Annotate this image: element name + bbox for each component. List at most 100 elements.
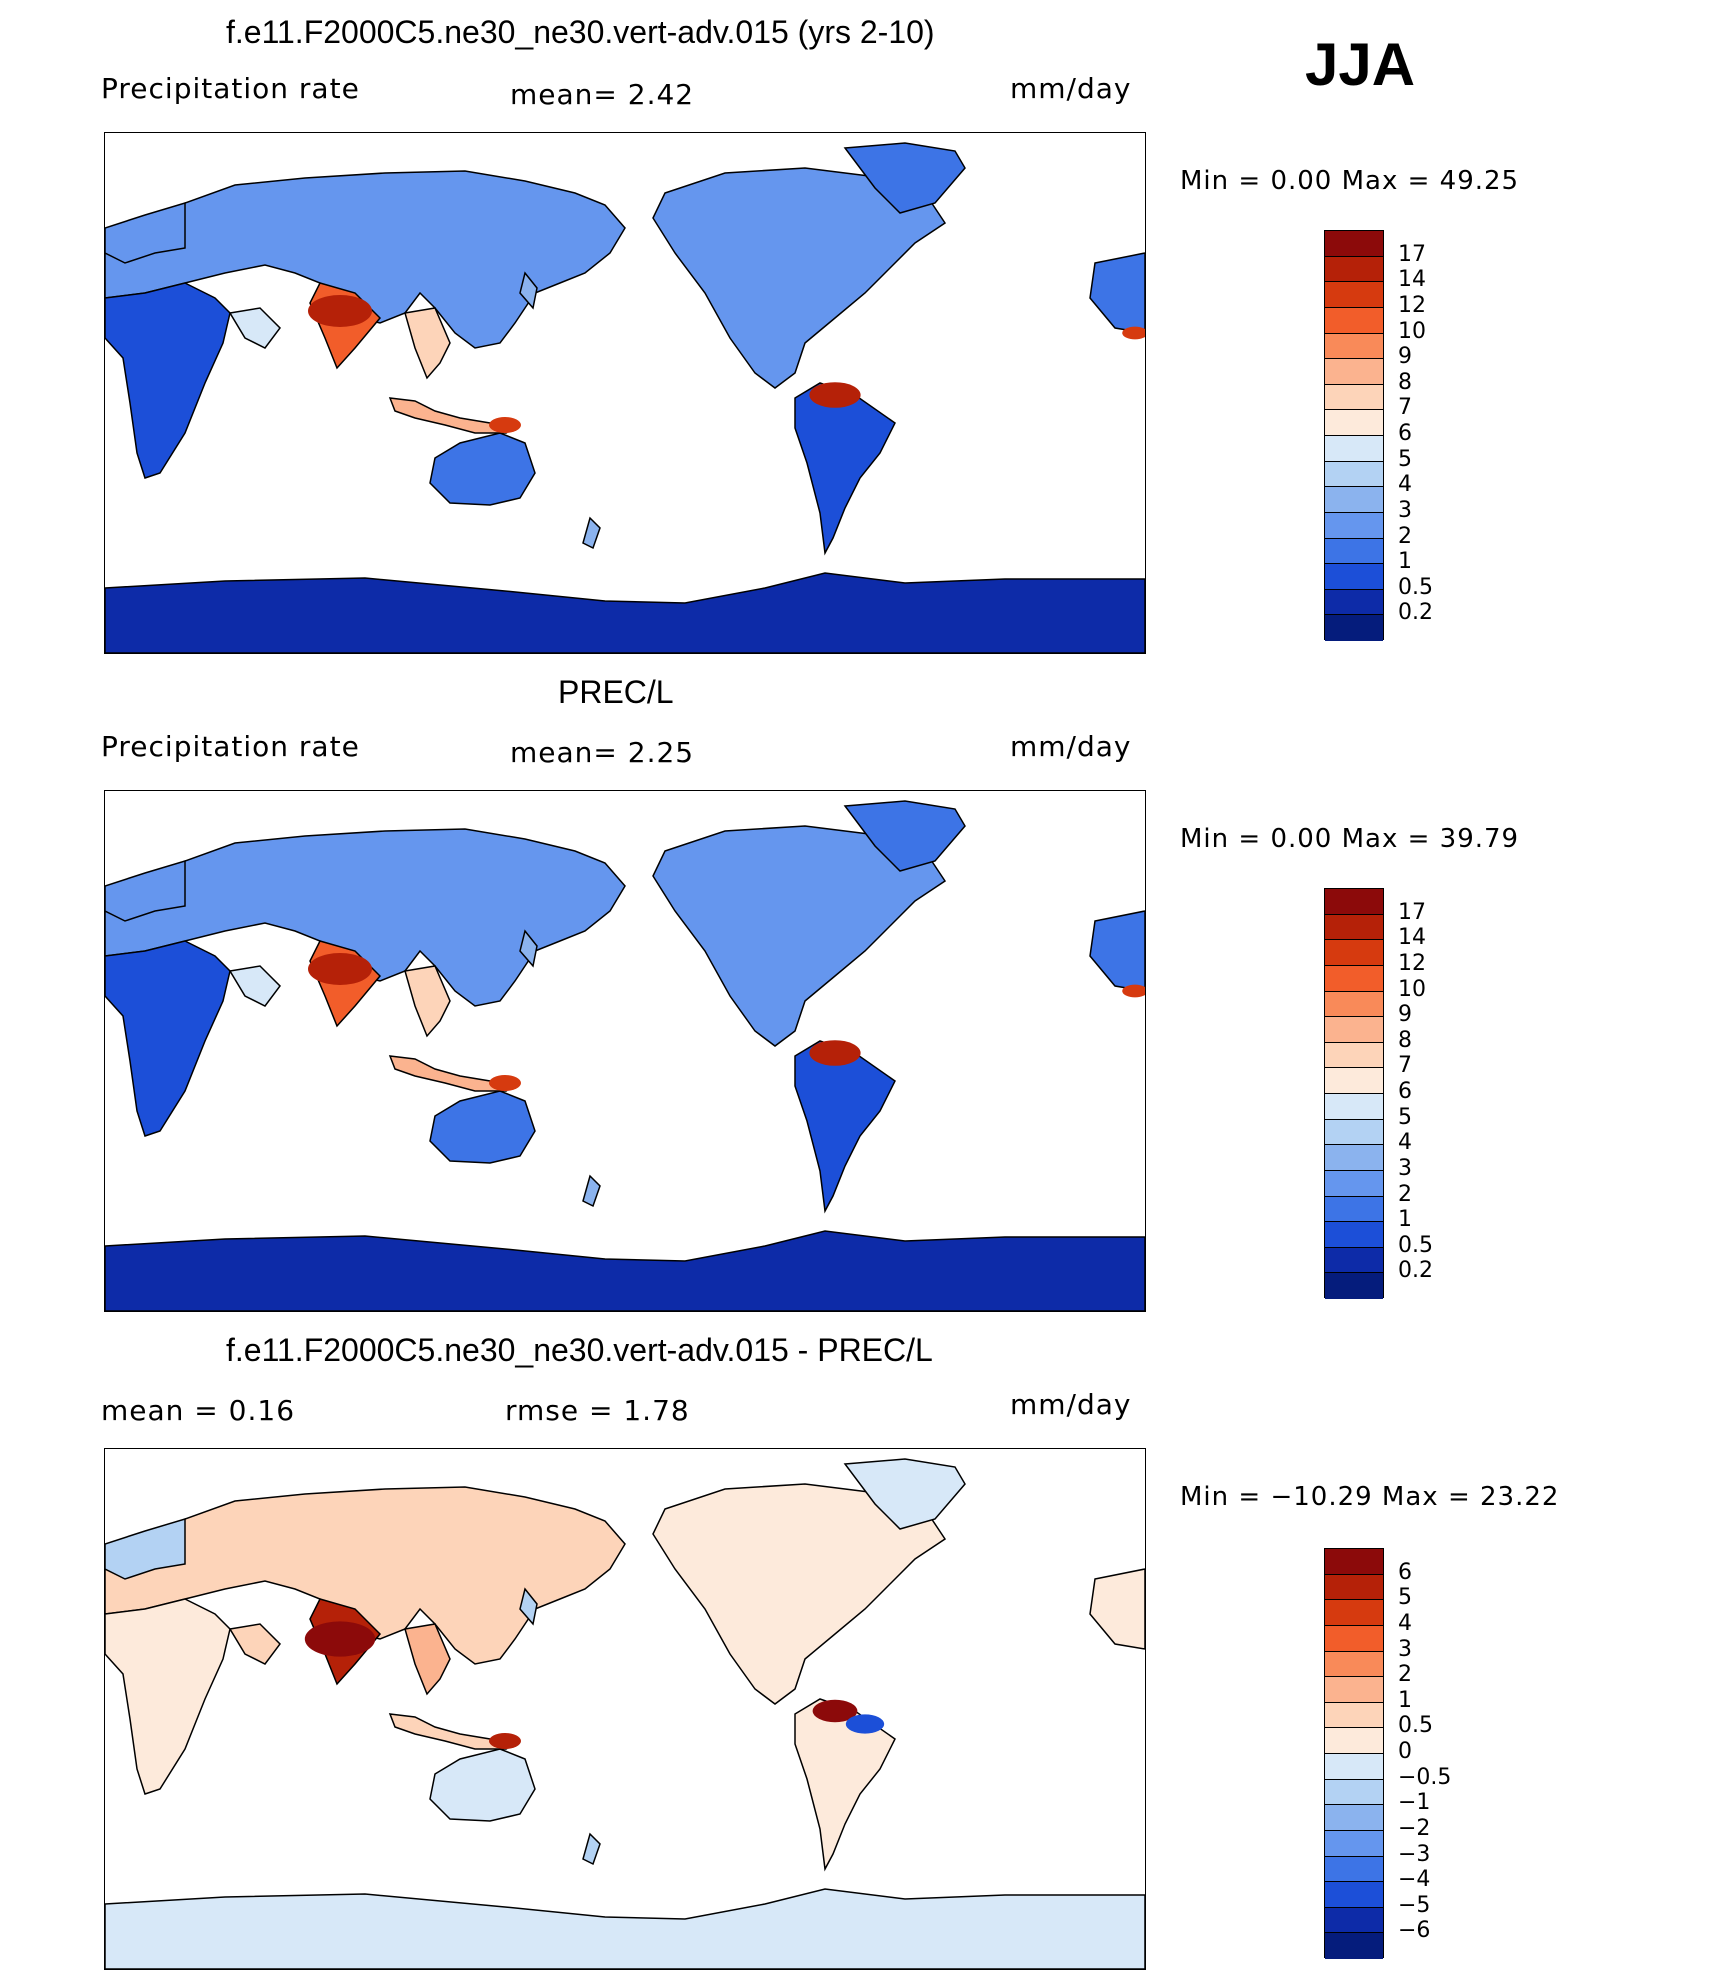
- colorbar-swatch: [1325, 1728, 1383, 1754]
- landmass-antarctica: [105, 1888, 1145, 1969]
- landmass-indonesia: [388, 1713, 508, 1750]
- colorbar-swatch: [1325, 564, 1383, 590]
- panel-1-mean: mean= 2.42: [510, 78, 695, 111]
- colorbar-tick-label: 10: [1398, 318, 1426, 344]
- colorbar-tick-label: 9: [1398, 1002, 1412, 1028]
- colorbar-swatch: [1325, 940, 1383, 966]
- colorbar-swatch: [1325, 589, 1383, 616]
- colorbar-swatch: [1325, 1273, 1383, 1299]
- landmass-arabia: [228, 1623, 281, 1665]
- colorbar-swatch: [1325, 282, 1383, 308]
- landmass-japan: [519, 929, 538, 968]
- rain-maximum: [308, 953, 372, 985]
- colorbar-swatch: [1325, 1702, 1383, 1729]
- panel-3-colorbar: [1324, 1548, 1384, 1959]
- colorbar-swatch: [1325, 1094, 1383, 1120]
- colorbar-tick-label: −1: [1398, 1790, 1431, 1816]
- landmass-indonesia: [388, 397, 508, 434]
- colorbar-tick-label: 12: [1398, 950, 1426, 976]
- colorbar-swatch: [1325, 1651, 1383, 1678]
- colorbar-tick-label: 8: [1398, 369, 1412, 395]
- colorbar-tick-label: 0: [1398, 1739, 1412, 1764]
- panel-3-map: [104, 1448, 1146, 1970]
- colorbar-tick-label: 17: [1398, 241, 1426, 267]
- colorbar-tick-label: −4: [1398, 1867, 1431, 1893]
- landmass-seasia: [404, 307, 451, 380]
- panel-3-units: mm/day: [1010, 1388, 1132, 1421]
- colorbar-tick-label: 14: [1398, 925, 1426, 951]
- colorbar-tick-label: −5: [1398, 1892, 1431, 1918]
- landmass-antarctica: [105, 1230, 1145, 1311]
- colorbar-tick-label: −6: [1398, 1918, 1431, 1944]
- colorbar-swatch: [1325, 1882, 1383, 1908]
- colorbar-tick-label: 0.5: [1398, 1232, 1433, 1258]
- colorbar-tick-label: 1: [1398, 1687, 1412, 1713]
- colorbar-tick-label: 4: [1398, 1130, 1412, 1156]
- landmass-australia: [429, 432, 536, 506]
- colorbar-tick-label: 0.5: [1398, 1713, 1433, 1739]
- colorbar-swatch: [1325, 333, 1383, 360]
- panel-3-minmax: Min = −10.29 Max = 23.22: [1180, 1482, 1560, 1512]
- colorbar-swatch: [1325, 1549, 1383, 1575]
- landmass-indonesia: [388, 1055, 508, 1092]
- landmass-africa: [105, 282, 231, 479]
- rain-maximum: [304, 1621, 376, 1657]
- rain-maximum: [489, 417, 521, 433]
- colorbar-tick-label: 4: [1398, 1610, 1412, 1636]
- landmass-seasia: [404, 1623, 451, 1696]
- landmass-greenland: [843, 142, 966, 214]
- colorbar-tick-label: 10: [1398, 976, 1426, 1002]
- colorbar-swatch: [1325, 436, 1383, 462]
- colorbar-tick-label: 6: [1398, 421, 1412, 446]
- colorbar-swatch: [1325, 914, 1383, 941]
- panel-2-map: [104, 790, 1146, 1312]
- colorbar-swatch: [1325, 1830, 1383, 1857]
- landmass-samerica: [794, 1040, 896, 1214]
- colorbar-tick-label: −0.5: [1398, 1764, 1452, 1790]
- colorbar-tick-label: 4: [1398, 472, 1412, 498]
- colorbar-tick-label: 7: [1398, 1053, 1412, 1079]
- rain-maximum: [809, 382, 861, 408]
- panel-3-rmse: rmse = 1.78: [505, 1394, 690, 1427]
- landmass-westafr: [1089, 252, 1145, 334]
- rain-maximum: [1122, 984, 1145, 998]
- colorbar-swatch: [1325, 889, 1383, 915]
- colorbar-swatch: [1325, 1170, 1383, 1197]
- colorbar-swatch: [1325, 461, 1383, 488]
- rain-maximum: [489, 1733, 521, 1749]
- panel-1-left-label: Precipitation rate: [101, 72, 360, 105]
- colorbar-tick-label: 3: [1398, 497, 1412, 523]
- panel-2-title: PREC/L: [558, 674, 674, 710]
- colorbar-tick-label: 9: [1398, 344, 1412, 370]
- colorbar-tick-label: 17: [1398, 899, 1426, 925]
- landmass-arabia: [228, 965, 281, 1007]
- panel-2-colorbar: [1324, 888, 1384, 1299]
- rain-maximum: [812, 1699, 858, 1723]
- rain-maximum: [489, 1075, 521, 1091]
- colorbar-swatch: [1325, 1042, 1383, 1069]
- colorbar-swatch: [1325, 359, 1383, 385]
- colorbar-swatch: [1325, 231, 1383, 257]
- colorbar-swatch: [1325, 1779, 1383, 1806]
- colorbar-swatch: [1325, 1145, 1383, 1171]
- panel-3-map-svg: [105, 1458, 1145, 1969]
- colorbar-swatch: [1325, 1119, 1383, 1146]
- colorbar-tick-label: 0.2: [1398, 600, 1433, 626]
- colorbar-swatch: [1325, 512, 1383, 539]
- landmass-africa: [105, 940, 231, 1137]
- landmass-europe: [105, 201, 186, 264]
- landmass-australia: [429, 1748, 536, 1822]
- landmass-greenland: [843, 1458, 966, 1530]
- rain-maximum: [809, 1040, 861, 1066]
- colorbar-swatch: [1325, 1247, 1383, 1274]
- colorbar-swatch: [1325, 991, 1383, 1018]
- colorbar-swatch: [1325, 1856, 1383, 1883]
- panel-2-minmax: Min = 0.00 Max = 39.79: [1180, 824, 1520, 854]
- colorbar-swatch: [1325, 410, 1383, 436]
- panel-2-left-label: Precipitation rate: [101, 730, 360, 763]
- colorbar-swatch: [1325, 965, 1383, 992]
- colorbar-swatch: [1325, 1068, 1383, 1094]
- panel-1-map: [104, 132, 1146, 654]
- panel-2-units: mm/day: [1010, 730, 1132, 763]
- landmass-westafr: [1089, 910, 1145, 992]
